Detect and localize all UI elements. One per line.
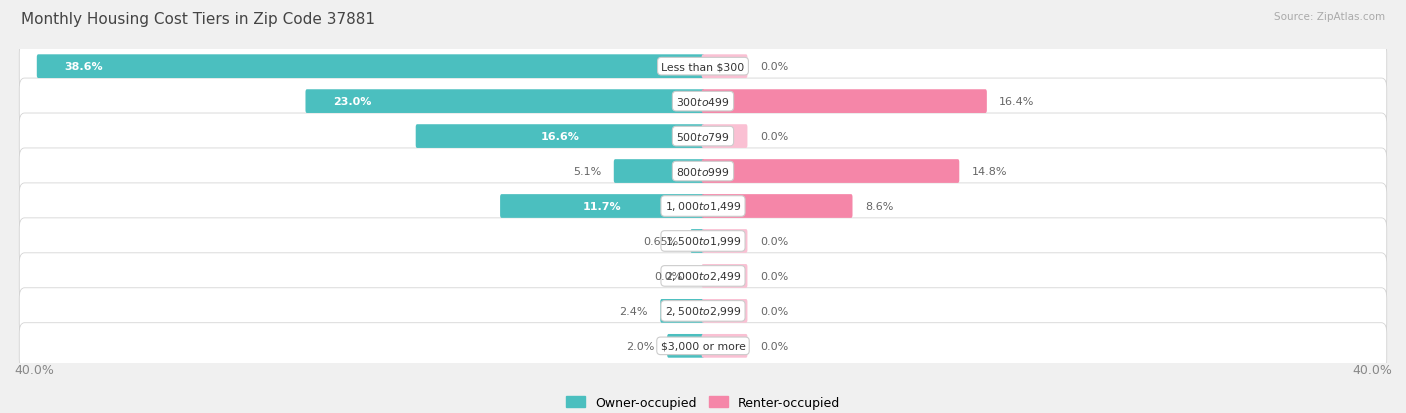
FancyBboxPatch shape — [20, 218, 1386, 264]
FancyBboxPatch shape — [661, 299, 704, 323]
Text: 0.0%: 0.0% — [759, 271, 789, 281]
FancyBboxPatch shape — [416, 125, 704, 149]
FancyBboxPatch shape — [702, 195, 852, 218]
Text: 38.6%: 38.6% — [65, 62, 103, 72]
Text: 40.0%: 40.0% — [1353, 363, 1392, 376]
FancyBboxPatch shape — [702, 299, 748, 323]
Text: Monthly Housing Cost Tiers in Zip Code 37881: Monthly Housing Cost Tiers in Zip Code 3… — [21, 12, 375, 27]
FancyBboxPatch shape — [20, 79, 1386, 125]
Text: 0.0%: 0.0% — [759, 236, 789, 247]
FancyBboxPatch shape — [20, 183, 1386, 230]
Text: 23.0%: 23.0% — [333, 97, 371, 107]
FancyBboxPatch shape — [20, 253, 1386, 299]
FancyBboxPatch shape — [305, 90, 704, 114]
Text: 0.65%: 0.65% — [643, 236, 678, 247]
FancyBboxPatch shape — [702, 160, 959, 183]
Text: 40.0%: 40.0% — [14, 363, 53, 376]
Text: $3,000 or more: $3,000 or more — [661, 341, 745, 351]
FancyBboxPatch shape — [702, 230, 748, 253]
Text: 0.0%: 0.0% — [759, 306, 789, 316]
Text: $2,000 to $2,499: $2,000 to $2,499 — [665, 270, 741, 283]
FancyBboxPatch shape — [702, 125, 748, 149]
Text: 11.7%: 11.7% — [583, 202, 621, 211]
FancyBboxPatch shape — [702, 264, 748, 288]
FancyBboxPatch shape — [20, 114, 1386, 160]
Text: $500 to $799: $500 to $799 — [676, 131, 730, 143]
FancyBboxPatch shape — [702, 55, 748, 79]
FancyBboxPatch shape — [668, 334, 704, 358]
FancyBboxPatch shape — [614, 160, 704, 183]
Text: 2.0%: 2.0% — [627, 341, 655, 351]
Text: 0.0%: 0.0% — [654, 271, 682, 281]
Text: 0.0%: 0.0% — [759, 132, 789, 142]
FancyBboxPatch shape — [501, 195, 704, 218]
FancyBboxPatch shape — [20, 44, 1386, 90]
Text: 14.8%: 14.8% — [972, 166, 1007, 177]
FancyBboxPatch shape — [20, 323, 1386, 369]
Text: $2,500 to $2,999: $2,500 to $2,999 — [665, 305, 741, 318]
Text: 5.1%: 5.1% — [574, 166, 602, 177]
Text: Source: ZipAtlas.com: Source: ZipAtlas.com — [1274, 12, 1385, 22]
Text: $1,500 to $1,999: $1,500 to $1,999 — [665, 235, 741, 248]
FancyBboxPatch shape — [20, 149, 1386, 195]
Text: 16.6%: 16.6% — [541, 132, 579, 142]
Text: 0.0%: 0.0% — [759, 62, 789, 72]
Text: $300 to $499: $300 to $499 — [676, 96, 730, 108]
Text: 16.4%: 16.4% — [1000, 97, 1035, 107]
FancyBboxPatch shape — [690, 230, 704, 253]
FancyBboxPatch shape — [702, 90, 987, 114]
Text: $1,000 to $1,499: $1,000 to $1,499 — [665, 200, 741, 213]
Legend: Owner-occupied, Renter-occupied: Owner-occupied, Renter-occupied — [561, 391, 845, 413]
Text: 8.6%: 8.6% — [865, 202, 893, 211]
FancyBboxPatch shape — [702, 334, 748, 358]
FancyBboxPatch shape — [37, 55, 704, 79]
FancyBboxPatch shape — [20, 288, 1386, 334]
Text: 2.4%: 2.4% — [620, 306, 648, 316]
Text: $800 to $999: $800 to $999 — [676, 166, 730, 178]
Text: 0.0%: 0.0% — [759, 341, 789, 351]
Text: Less than $300: Less than $300 — [661, 62, 745, 72]
